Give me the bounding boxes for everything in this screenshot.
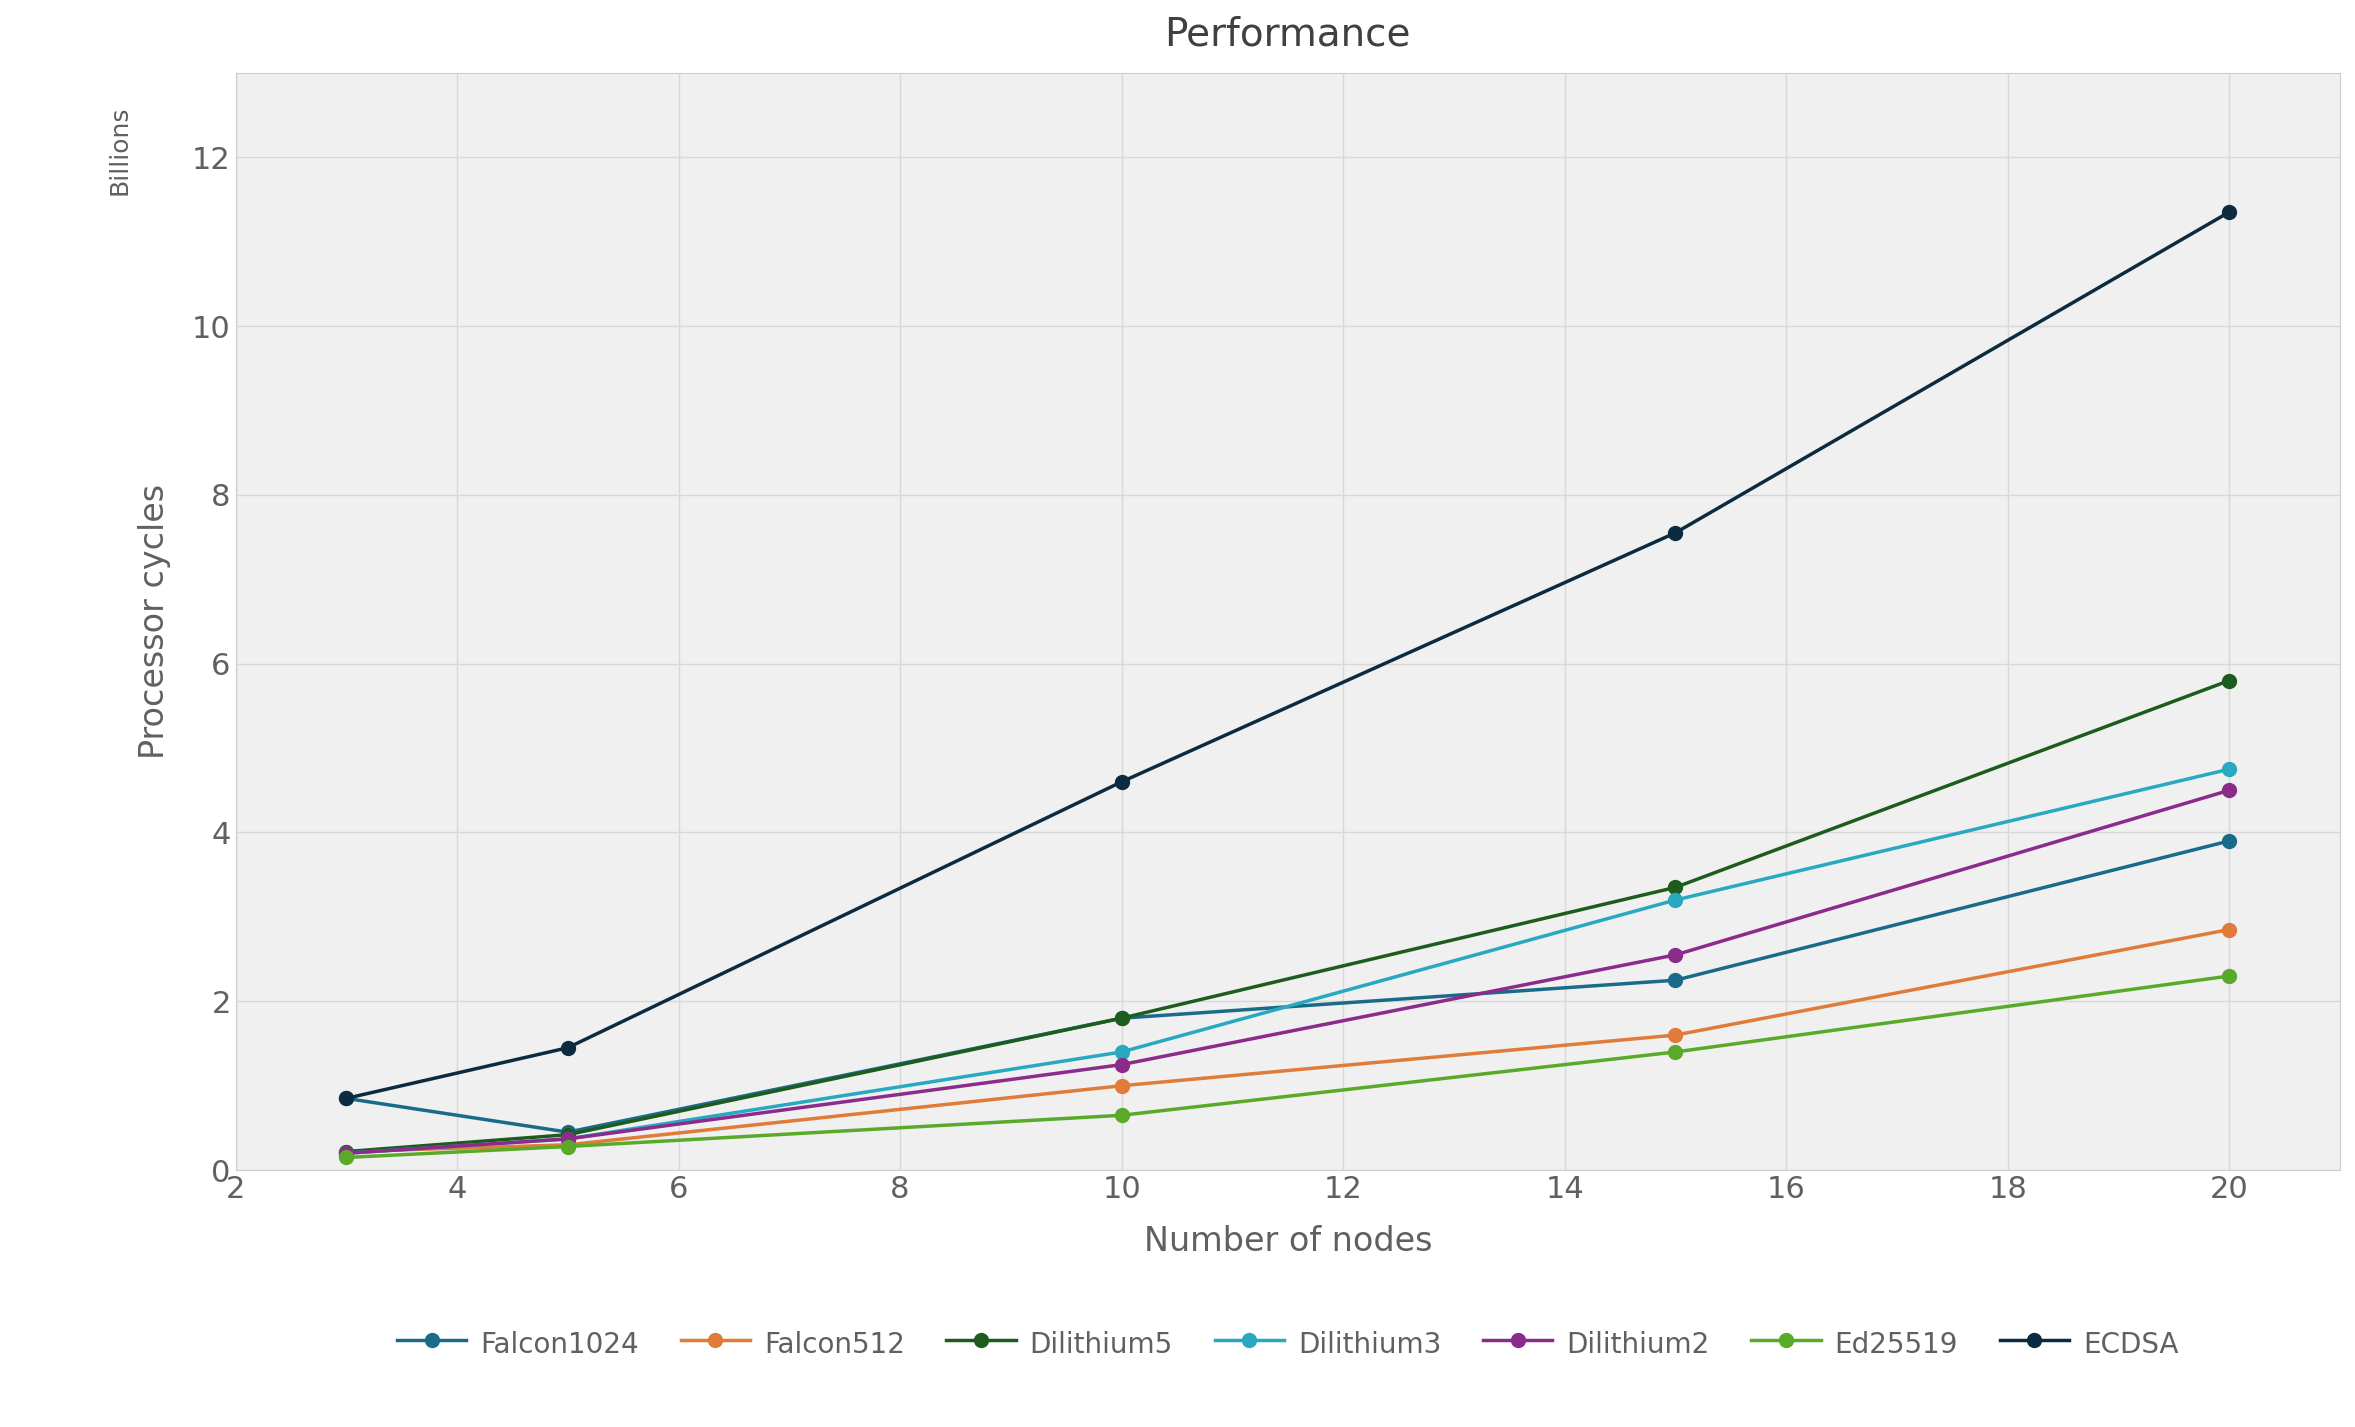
Ed25519 [553,1137,582,1154]
ECDSA [553,1039,582,1056]
Dilithium2 [2216,782,2244,799]
Ed25519 [332,1149,360,1166]
Dilithium5 [1660,879,1689,896]
Line: Falcon1024: Falcon1024 [339,833,2237,1139]
Dilithium5 [2216,672,2244,689]
Line: Dilithium5: Dilithium5 [339,674,2237,1159]
Y-axis label: Processor cycles: Processor cycles [139,484,172,759]
Dilithium5 [553,1126,582,1143]
Falcon1024 [553,1123,582,1140]
Falcon1024 [1107,1010,1135,1027]
Dilithium3 [553,1130,582,1147]
Line: Ed25519: Ed25519 [339,969,2237,1164]
Dilithium3 [1660,892,1689,909]
Falcon1024 [1660,972,1689,989]
Ed25519 [1107,1107,1135,1124]
ECDSA [1107,773,1135,791]
Falcon512 [1660,1026,1689,1043]
Line: Falcon512: Falcon512 [339,923,2237,1159]
Line: Dilithium2: Dilithium2 [339,783,2237,1160]
Dilithium3 [2216,761,2244,778]
Ed25519 [2216,968,2244,985]
Ed25519 [1660,1043,1689,1060]
Falcon512 [2216,920,2244,938]
Title: Performance: Performance [1163,16,1411,53]
Dilithium3 [1107,1043,1135,1060]
X-axis label: Number of nodes: Number of nodes [1145,1224,1432,1257]
Dilithium2 [553,1130,582,1147]
ECDSA [1660,524,1689,541]
Line: Dilithium3: Dilithium3 [339,762,2237,1160]
Falcon1024 [2216,832,2244,849]
Dilithium5 [1107,1010,1135,1027]
Dilithium2 [1660,946,1689,963]
Falcon512 [553,1136,582,1153]
Line: ECDSA: ECDSA [339,205,2237,1106]
Legend: Falcon1024, Falcon512, Dilithium5, Dilithium3, Dilithium2, Ed25519, ECDSA: Falcon1024, Falcon512, Dilithium5, Dilit… [386,1316,2190,1371]
Text: Billions: Billions [108,106,132,195]
Falcon512 [332,1143,360,1160]
ECDSA [332,1090,360,1107]
Dilithium2 [1107,1056,1135,1073]
Falcon1024 [332,1090,360,1107]
Dilithium5 [332,1143,360,1160]
ECDSA [2216,204,2244,221]
Dilithium2 [332,1144,360,1162]
Dilithium3 [332,1144,360,1162]
Falcon512 [1107,1077,1135,1095]
